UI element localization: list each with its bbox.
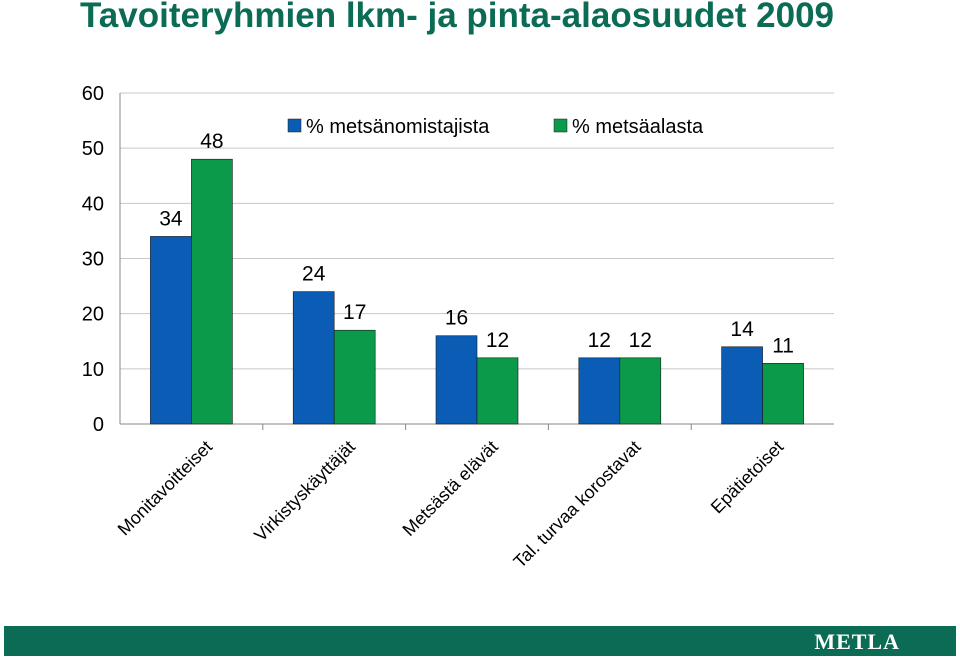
legend-label: % metsäalasta: [572, 116, 704, 138]
data-label: 48: [200, 130, 223, 153]
data-label: 14: [730, 318, 754, 341]
x-tick-label: Virkistyskäyttäjät: [250, 437, 359, 546]
bar: [333, 329, 376, 425]
y-axis: 0 10 20 30 40 50 60: [82, 83, 834, 436]
y-tick-label: 30: [82, 249, 104, 271]
bar: [762, 363, 804, 425]
x-tick-label: Monitavoitteiset: [114, 437, 217, 540]
data-label: 11: [772, 334, 794, 357]
x-tick-label: Epätietoiset: [707, 437, 788, 518]
legend-swatch: [287, 118, 302, 133]
bar: [435, 335, 478, 425]
legend-label: % metsänomistajista: [306, 116, 490, 138]
y-tick-label: 50: [82, 138, 104, 160]
x-tick-label: Metsästä elävät: [399, 437, 502, 540]
bar: [476, 357, 519, 425]
data-labels: 34 48 24 17 16 12 12 12 14 11: [159, 130, 794, 357]
y-tick-label: 60: [82, 83, 104, 105]
bars: [150, 158, 804, 425]
x-axis: Monitavoitteiset Virkistyskäyttäjät Metsäs…: [114, 424, 788, 572]
data-label: 12: [588, 329, 611, 352]
bar-chart: 0 10 20 30 40 50 60 34 48 24 17 16 12 12 12 14 11 Monit…: [82, 83, 834, 572]
bar: [292, 291, 335, 425]
page-title: Tavoiteryhmien lkm- ja pinta-alaosuudet …: [80, 0, 835, 35]
data-label: 12: [629, 329, 652, 352]
brand-logo: METLA: [814, 629, 900, 654]
legend-swatch: [553, 118, 568, 133]
bar: [619, 357, 662, 425]
data-label: 34: [159, 207, 183, 230]
gridlines: [120, 92, 834, 370]
bar: [721, 346, 763, 425]
y-tick-label: 20: [82, 304, 104, 326]
y-tick-label: 10: [82, 359, 104, 381]
y-tick-label: 40: [82, 193, 104, 215]
data-label: 16: [445, 307, 468, 330]
bar: [578, 357, 621, 425]
legend: % metsänomistajista % metsäalasta: [287, 116, 704, 138]
data-label: 24: [302, 263, 326, 286]
bar: [191, 158, 233, 425]
data-label: 17: [343, 301, 366, 324]
data-label: 12: [486, 329, 509, 352]
bar: [150, 236, 192, 425]
y-tick-label: 0: [93, 414, 104, 436]
footer-bar: METLA: [4, 626, 956, 656]
x-tick-label: Tal. turvaa korostavat: [510, 437, 645, 572]
